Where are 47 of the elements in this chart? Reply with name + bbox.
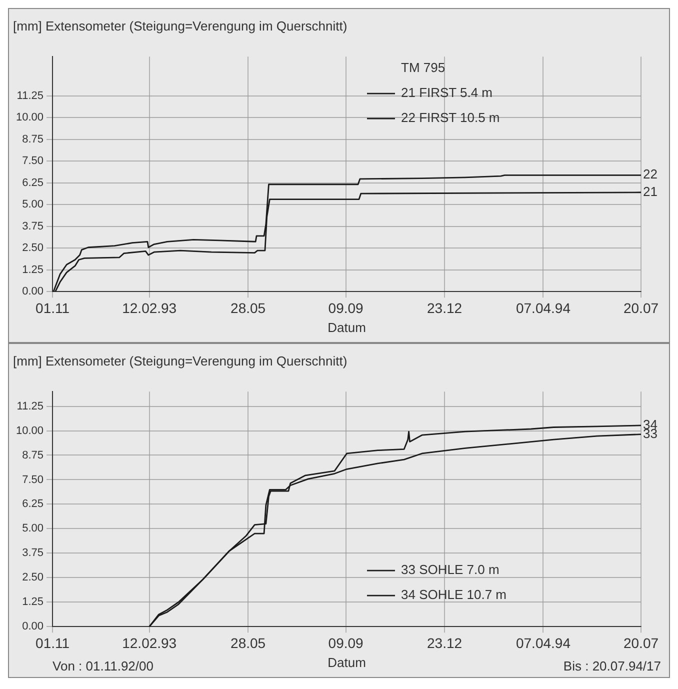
y-tick-label: 10.00 (16, 112, 44, 124)
x-tick-label: 01.11 (36, 634, 70, 651)
x-tick-label: 09.09 (328, 634, 364, 651)
x-tick-label: 28.05 (230, 634, 266, 651)
y-tick-label: 0.00 (22, 620, 44, 633)
y-tick-label: 5.00 (22, 522, 44, 535)
y-tick-label: 8.75 (22, 449, 44, 462)
y-tick-label: 7.50 (22, 155, 44, 168)
x-axis-title: Datum (328, 320, 366, 335)
chart-title: [mm] Extensometer (Steigung=Verengung im Querschnitt) (13, 18, 348, 34)
y-tick-label: 10.00 (16, 424, 44, 437)
x-tick-label: 23.12 (427, 300, 462, 316)
y-tick-label: 1.25 (22, 264, 44, 276)
legend-label: 34 SOHLE 10.7 m (401, 587, 506, 602)
x-tick-label: 23.12 (427, 634, 462, 651)
y-tick-label: 3.75 (22, 220, 44, 232)
x-tick-label: 07.04.94 (516, 300, 571, 316)
text: Bis : 20.07.94/17 (563, 658, 661, 674)
x-tick-label: 09.09 (328, 300, 364, 316)
x-tick-label: 20.07 (623, 300, 659, 316)
y-tick-label: 11.25 (16, 400, 44, 412)
y-tick-label: 11.25 (16, 90, 44, 102)
legend-label: 21 FIRST 5.4 m (401, 85, 493, 100)
annotation: 21 (643, 184, 658, 199)
legend-label: 33 SOHLE 7.0 m (401, 562, 500, 578)
x-tick-label: 01.11 (36, 300, 70, 316)
y-tick-label: 8.75 (22, 133, 44, 146)
legend-label: 22 FIRST 10.5 m (401, 110, 500, 126)
y-tick-label: 0.00 (22, 286, 44, 298)
y-tick-label: 5.00 (22, 198, 44, 211)
y-tick-label: 7.50 (22, 474, 44, 486)
y-tick-label: 6.25 (22, 176, 44, 189)
x-tick-label: 20.07 (623, 634, 659, 651)
y-tick-label: 6.25 (22, 498, 44, 510)
x-tick-label: 12.02.93 (122, 300, 177, 316)
x-tick-label: 12.02.93 (122, 634, 177, 651)
y-tick-label: 2.50 (22, 572, 44, 584)
y-tick-label: 3.75 (22, 547, 44, 560)
legend-title: TM 795 (401, 60, 446, 76)
text: Von : 01.11.92/00 (52, 658, 154, 674)
y-tick-label: 1.25 (22, 596, 44, 608)
y-tick-label: 2.50 (22, 242, 44, 254)
annotation: 22 (643, 166, 658, 182)
x-tick-label: 07.04.94 (516, 634, 571, 651)
chart-title: [mm] Extensometer (Steigung=Verengung im Querschnitt) (13, 353, 348, 368)
x-tick-label: 28.05 (230, 300, 266, 316)
x-axis-title: Datum (328, 654, 366, 670)
